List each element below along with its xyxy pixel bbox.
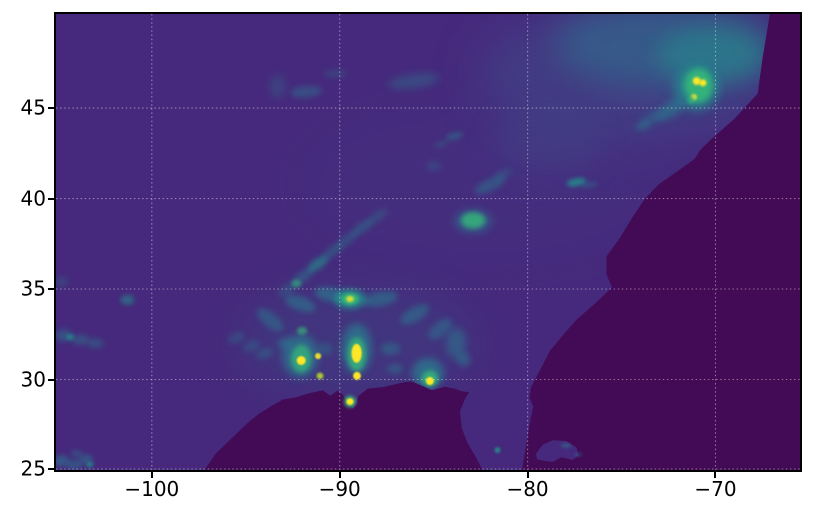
precip-cell [461,212,486,229]
y-tick-label-45: 45 [20,95,46,120]
precip-cell [227,332,246,344]
precip-cell [380,342,401,355]
x-tick-mark--70 [714,472,717,478]
precip-cell [297,326,308,335]
plot-area [54,12,802,472]
precip-cell [634,121,650,132]
precip-cell [277,337,294,350]
precip-cell [657,27,767,84]
precip-cell [426,377,434,385]
precip-cell [581,181,598,189]
precip-cell [387,73,440,89]
precip-cell [316,342,333,355]
precip-cell [446,327,467,360]
precip-cell [316,372,324,380]
x-tick-mark--80 [526,472,529,478]
precip-cell [70,449,83,458]
precip-cell [445,131,464,141]
precip-cell [351,219,373,236]
ocean-atlantic-ocean [521,14,800,470]
precip-cell [269,74,286,99]
precip-cell [85,461,94,468]
precip-cell [56,455,70,467]
precip-cell [87,338,104,349]
precip-cell [323,69,347,78]
precip-cell [66,459,83,470]
x-tick-label--70: −70 [694,477,737,501]
precip-cell [692,77,701,85]
precip-cell [322,242,344,260]
precip-cell [494,447,501,454]
x-tick-label--90: −90 [318,477,361,501]
precip-cell [491,109,601,179]
precip-cell [291,279,302,288]
precip-cell [307,255,329,272]
ocean-gulf-of-mexico [204,381,483,470]
precip-cell [493,168,513,180]
y-tick-mark-35 [48,288,54,291]
precip-cell [456,352,471,367]
precip-cell [346,295,354,303]
precip-cell [566,177,587,187]
x-tick-label--80: −80 [506,477,549,501]
precip-cell [656,96,688,120]
precip-cell [353,371,361,380]
y-tick-mark-25 [48,468,54,470]
precip-cell [699,79,707,87]
precip-cell [257,308,284,332]
precip-cell [120,294,135,305]
precipitation-heatmap [56,14,800,470]
x-tick-label--100: −100 [124,477,180,501]
precip-cell [400,304,430,325]
precip-cell [684,68,713,103]
x-tick-mark--100 [150,472,153,478]
precip-cell [336,231,358,248]
y-tick-mark-30 [48,378,54,381]
y-tick-label-25: 25 [20,456,46,481]
precip-cell [574,452,583,457]
x-tick-mark--90 [338,472,341,478]
y-tick-label-35: 35 [20,276,46,301]
precip-cell [66,333,74,341]
precip-cell [434,140,449,148]
precip-cell [474,176,506,194]
precip-cell [561,443,572,448]
precip-cell [426,160,441,172]
precip-cell [315,352,322,360]
y-tick-label-30: 30 [20,367,46,392]
precip-cell [284,294,316,313]
precip-cell [687,96,695,104]
y-tick-mark-40 [48,197,54,200]
precip-cell [71,334,90,345]
precip-cell [351,343,362,363]
y-tick-mark-45 [48,107,54,110]
precip-cell [289,85,322,98]
precip-cell [387,363,404,374]
precip-cell [296,356,306,365]
precip-cell [346,398,354,405]
precip-cell [242,340,261,352]
y-tick-label-40: 40 [20,186,46,211]
precip-cell [255,347,274,359]
precip-cell [56,276,69,287]
precip-cell [367,208,388,225]
precip-cell [428,318,452,340]
precip-cell [362,291,398,307]
